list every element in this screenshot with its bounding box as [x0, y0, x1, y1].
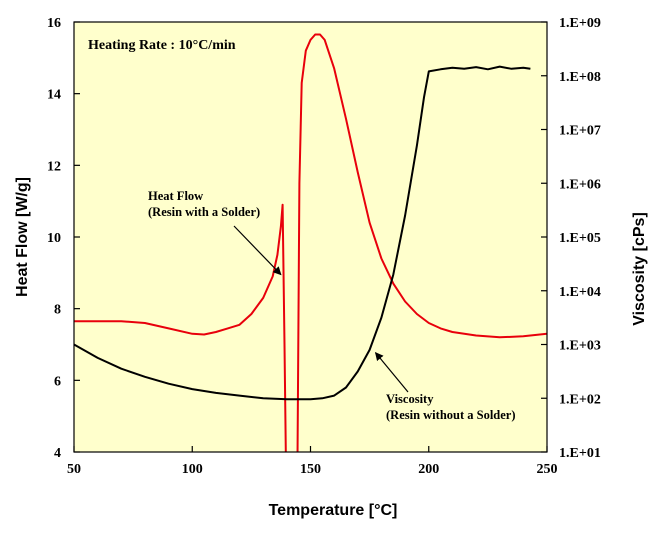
y-left-tick-label: 14 — [47, 88, 61, 103]
y-right-tick-label: 1.E+09 — [559, 16, 601, 31]
y-right-axis-title: Viscosity [cPs] — [631, 212, 648, 326]
annotation-arrow — [374, 351, 409, 393]
annotation-text: Viscosity — [386, 392, 434, 406]
y-left-tick-label: 6 — [54, 374, 61, 389]
x-tick-label: 200 — [418, 462, 439, 477]
chart-title: Heating Rate : 10°C/min — [88, 38, 236, 53]
x-tick-label: 50 — [67, 462, 81, 477]
heat-flow-annotation: Heat Flow (Resin with a Solder) — [148, 189, 282, 276]
y-right-tick-label: 1.E+03 — [559, 339, 601, 354]
y-right-tick-label: 1.E+02 — [559, 392, 601, 407]
annotation-text: (Resin with a Solder) — [148, 205, 260, 219]
x-tick-label: 250 — [537, 462, 558, 477]
viscosity-annotation: Viscosity (Resin without a Solder) — [374, 351, 516, 422]
x-axis-title: Temperature [°C] — [269, 502, 398, 519]
annotation-arrow — [233, 225, 282, 276]
viscosity-line — [74, 65, 531, 401]
annotation-text: (Resin without a Solder) — [386, 408, 516, 422]
y-left-tick-label: 16 — [47, 16, 61, 31]
y-left-tick-label: 10 — [47, 231, 61, 246]
y-right-tick-label: 1.E+06 — [559, 177, 601, 192]
annotation-text: Heat Flow — [148, 189, 203, 203]
y-left-axis-title: Heat Flow [W/g] — [14, 177, 31, 297]
y-right-tick-label: 1.E+07 — [559, 124, 601, 139]
y-right-tick-label: 1.E+05 — [559, 231, 601, 246]
x-tick-label: 150 — [300, 462, 321, 477]
y-right-tick-label: 1.E+08 — [559, 70, 601, 85]
heat-flow-line — [74, 33, 547, 452]
y-right-tick-label: 1.E+04 — [559, 285, 601, 300]
y-left-tick-label: 4 — [54, 446, 61, 461]
y-right-tick-label: 1.E+01 — [559, 446, 601, 461]
x-tick-label: 100 — [182, 462, 203, 477]
y-left-tick-label: 8 — [54, 303, 61, 318]
y-left-tick-label: 12 — [47, 159, 61, 174]
plot-area — [74, 22, 547, 452]
